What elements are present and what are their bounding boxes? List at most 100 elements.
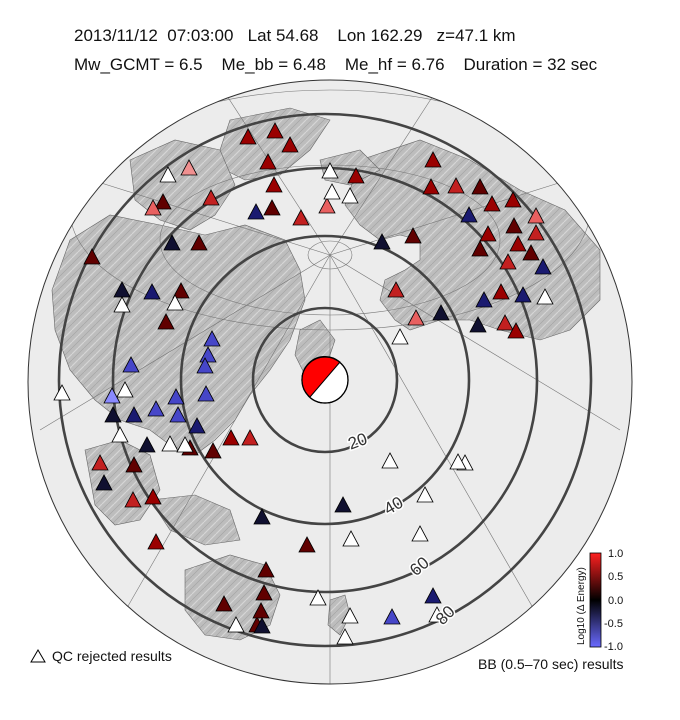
station-marker — [144, 488, 162, 505]
station-marker — [422, 178, 440, 195]
station-marker — [318, 197, 336, 214]
station-marker — [507, 322, 525, 339]
station-marker — [469, 316, 487, 333]
station-marker — [167, 388, 185, 405]
station-qc-rejected — [381, 452, 399, 469]
station-qc-rejected — [53, 384, 71, 401]
station-marker — [483, 195, 501, 212]
station-marker — [247, 203, 265, 220]
station-qc-rejected — [116, 381, 134, 398]
station-marker — [471, 240, 489, 257]
colorbar-tick: 0.0 — [608, 595, 623, 607]
station-qc-rejected — [416, 486, 434, 503]
qc-triangle-icon — [30, 649, 46, 663]
distance-rings — [57, 112, 593, 648]
station-qc-rejected — [391, 328, 409, 345]
station-marker — [527, 224, 545, 241]
station-marker — [266, 122, 284, 139]
station-marker — [138, 436, 156, 453]
station-qc-rejected — [166, 294, 184, 311]
station-marker — [169, 406, 187, 423]
station-marker — [252, 602, 270, 619]
station-marker — [202, 189, 220, 206]
bb-results-label: BB (0.5–70 sec) results — [478, 656, 624, 672]
station-marker — [281, 136, 299, 153]
station-qc-rejected — [428, 606, 446, 623]
station-marker — [253, 508, 271, 525]
station-marker — [475, 291, 493, 308]
station-marker — [104, 406, 122, 423]
colorbar-tick: -0.5 — [604, 618, 623, 630]
station-marker — [147, 533, 165, 550]
station-marker — [154, 193, 172, 210]
station-marker — [95, 474, 113, 491]
station-marker — [527, 207, 545, 224]
station-qc-rejected — [321, 162, 339, 179]
station-marker — [460, 206, 478, 223]
station-qc-rejected — [159, 166, 177, 183]
station-marker — [298, 536, 316, 553]
station-marker — [424, 151, 442, 168]
qc-legend-label: QC rejected results — [52, 648, 172, 664]
station-marker — [505, 217, 523, 234]
station-marker — [407, 309, 425, 326]
station-qc-rejected — [309, 589, 327, 606]
station-marker — [259, 153, 277, 170]
station-marker — [144, 199, 162, 216]
event-header-line1: 2013/11/12 07:03:00 Lat 54.68 Lon 162.29… — [74, 26, 516, 45]
colorbar-tick: 1.0 — [608, 548, 623, 560]
station-marker — [404, 227, 422, 244]
station-marker — [196, 357, 214, 374]
station-marker — [203, 330, 221, 347]
station-qc-rejected — [449, 453, 467, 470]
station-qc-rejected — [411, 525, 429, 542]
station-marker — [257, 561, 275, 578]
station-qc-rejected — [176, 436, 194, 453]
station-qc-rejected — [113, 296, 131, 313]
station-marker — [197, 385, 215, 402]
station-marker — [172, 282, 190, 299]
qc-legend: QC rejected results — [30, 648, 172, 664]
station-qc-rejected — [536, 288, 554, 305]
station-marker — [373, 233, 391, 250]
station-marker — [125, 406, 143, 423]
station-marker — [255, 584, 273, 601]
station-marker — [188, 417, 206, 434]
station-marker — [509, 235, 527, 252]
colorbar-gradient — [589, 552, 602, 648]
station-marker — [504, 191, 522, 208]
station-marker — [204, 442, 222, 459]
station-marker — [122, 356, 140, 373]
ring-20 — [251, 306, 399, 454]
station-marker — [83, 248, 101, 265]
station-marker — [471, 178, 489, 195]
station-marker — [180, 159, 198, 176]
station-marker — [334, 496, 352, 513]
station-marker — [492, 283, 510, 300]
station-marker — [91, 454, 109, 471]
station-qc-rejected — [323, 183, 341, 200]
event-header-line2: Mw_GCMT = 6.5 Me_bb = 6.48 Me_hf = 6.76 … — [74, 55, 598, 74]
energy-colorbar: 1.0 0.5 0.0 -0.5 -1.0 Log10 (Δ Energy) — [576, 548, 623, 653]
station-qc-rejected — [341, 187, 359, 204]
station-marker — [143, 283, 161, 300]
station-marker — [124, 491, 142, 508]
station-marker — [239, 128, 257, 145]
station-marker — [522, 244, 540, 261]
focal-mechanism-beachball — [301, 355, 349, 404]
ring-60 — [111, 166, 539, 594]
station-marker — [253, 617, 271, 634]
station-marker — [432, 304, 450, 321]
station-qc-rejected — [161, 435, 179, 452]
station-marker — [103, 387, 121, 404]
station-marker — [496, 314, 514, 331]
globe-outline — [27, 79, 633, 685]
station-marker — [222, 429, 240, 446]
station-marker — [383, 608, 401, 625]
station-marker — [263, 199, 281, 216]
station-marker — [499, 253, 517, 270]
station-marker — [125, 456, 143, 473]
colorbar-tick: -1.0 — [604, 641, 623, 653]
station-qc-rejected — [342, 530, 360, 547]
